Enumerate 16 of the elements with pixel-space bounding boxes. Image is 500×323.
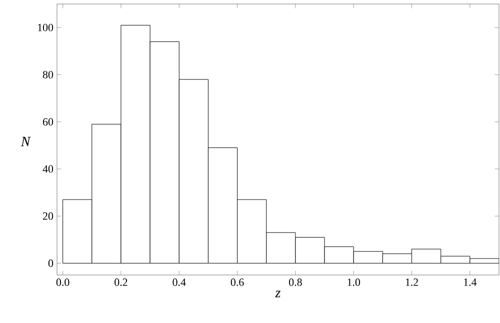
y-tick-label: 20	[43, 212, 54, 220]
y-tick-label: 60	[42, 118, 54, 126]
x-tick-label: 0.6	[230, 278, 244, 286]
x-tick-label: 1.2	[406, 278, 418, 286]
y-axis-title: N	[20, 136, 31, 146]
x-tick-label: 0.8	[289, 278, 302, 286]
x-tick-label: 0.4	[172, 278, 186, 286]
x-tick-label: 0.0	[56, 278, 70, 286]
y-tick-label: 80	[42, 71, 54, 78]
y-tick-label: 0	[48, 260, 54, 267]
y-tick-label: 40	[42, 165, 54, 173]
x-axis-title: z	[275, 290, 281, 298]
x-tick-label: 0.2	[114, 278, 128, 286]
x-tick-label: 1.0	[348, 278, 360, 286]
y-tick-label: 100	[38, 24, 54, 32]
x-tick-label: 1.4	[464, 278, 477, 286]
